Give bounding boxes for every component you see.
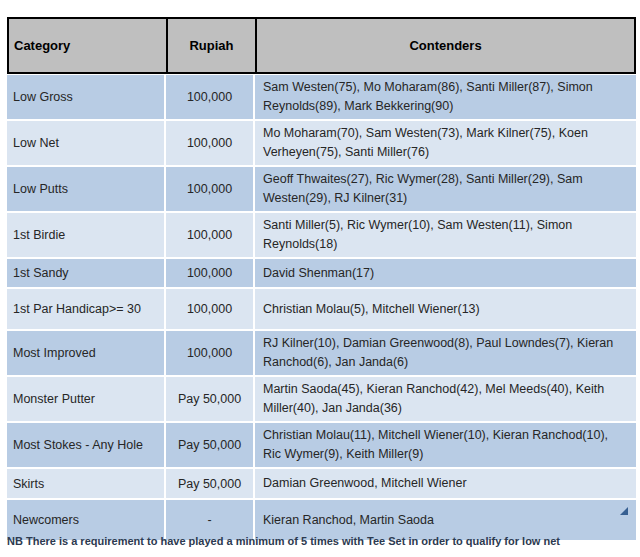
category-cell: Most Improved — [7, 331, 166, 375]
table-row: 1st Sandy 100,000 David Shenman(17) — [7, 259, 636, 289]
document-page: Category Rupiah Contenders Low Gross 100… — [0, 0, 640, 557]
category-cell: Monster Putter — [7, 377, 166, 421]
column-header-rupiah: Rupiah — [168, 19, 257, 72]
category-cell: 1st Sandy — [7, 259, 166, 287]
category-cell: Most Stokes - Any Hole — [7, 423, 166, 467]
rupiah-cell: 100,000 — [166, 259, 255, 287]
rupiah-cell: 100,000 — [166, 213, 255, 257]
table-body: Low Gross 100,000 Sam Westen(75), Mo Moh… — [7, 75, 636, 540]
contenders-cell: David Shenman(17) — [255, 259, 636, 287]
rupiah-cell: - — [166, 500, 255, 540]
table-row: Skirts Pay 50,000 Damian Greenwood, Mitc… — [7, 469, 636, 500]
rupiah-cell: 100,000 — [166, 167, 255, 211]
contenders-cell: Christian Molau(11), Mitchell Wiener(10)… — [255, 423, 636, 467]
contenders-cell: Santi Miller(5), Ric Wymer(10), Sam West… — [255, 213, 636, 257]
table-row: Low Putts 100,000 Geoff Thwaites(27), Ri… — [7, 167, 636, 213]
rupiah-cell: Pay 50,000 — [166, 423, 255, 467]
prize-table: Category Rupiah Contenders Low Gross 100… — [7, 17, 636, 540]
table-row: 1st Birdie 100,000 Santi Miller(5), Ric … — [7, 213, 636, 259]
category-cell: 1st Par Handicap>= 30 — [7, 289, 166, 329]
table-row: Low Net 100,000 Mo Moharam(70), Sam West… — [7, 121, 636, 167]
contenders-cell: Kieran Ranchod, Martin Saoda — [255, 500, 636, 540]
contenders-cell: RJ Kilner(10), Damian Greenwood(8), Paul… — [255, 331, 636, 375]
rupiah-cell: 100,000 — [166, 121, 255, 165]
contenders-cell: Geoff Thwaites(27), Ric Wymer(28), Santi… — [255, 167, 636, 211]
column-header-contenders: Contenders — [257, 19, 634, 72]
contenders-cell: Christian Molau(5), Mitchell Wiener(13) — [255, 289, 636, 329]
contenders-cell: Sam Westen(75), Mo Moharam(86), Santi Mi… — [255, 75, 636, 119]
category-cell: Newcomers — [7, 500, 166, 540]
category-cell: Low Net — [7, 121, 166, 165]
rupiah-cell: Pay 50,000 — [166, 469, 255, 498]
column-header-category: Category — [9, 19, 168, 72]
contenders-cell: Mo Moharam(70), Sam Westen(73), Mark Kil… — [255, 121, 636, 165]
category-cell: Low Putts — [7, 167, 166, 211]
table-row: 1st Par Handicap>= 30 100,000 Christian … — [7, 289, 636, 331]
rupiah-cell: 100,000 — [166, 75, 255, 119]
category-cell: Low Gross — [7, 75, 166, 119]
resize-handle-icon[interactable] — [620, 507, 628, 515]
table-row: Most Stokes - Any Hole Pay 50,000 Christ… — [7, 423, 636, 469]
category-cell: 1st Birdie — [7, 213, 166, 257]
table-row: Most Improved 100,000 RJ Kilner(10), Dam… — [7, 331, 636, 377]
contenders-cell: Damian Greenwood, Mitchell Wiener — [255, 469, 636, 498]
rupiah-cell: 100,000 — [166, 289, 255, 329]
footnote: NB There is a requirement to have played… — [7, 535, 560, 547]
rupiah-cell: 100,000 — [166, 331, 255, 375]
table-row: Low Gross 100,000 Sam Westen(75), Mo Moh… — [7, 75, 636, 121]
contenders-cell: Martin Saoda(45), Kieran Ranchod(42), Me… — [255, 377, 636, 421]
category-cell: Skirts — [7, 469, 166, 498]
rupiah-cell: Pay 50,000 — [166, 377, 255, 421]
table-row: Monster Putter Pay 50,000 Martin Saoda(4… — [7, 377, 636, 423]
table-row: Newcomers - Kieran Ranchod, Martin Saoda — [7, 500, 636, 540]
table-header-row: Category Rupiah Contenders — [7, 17, 636, 74]
